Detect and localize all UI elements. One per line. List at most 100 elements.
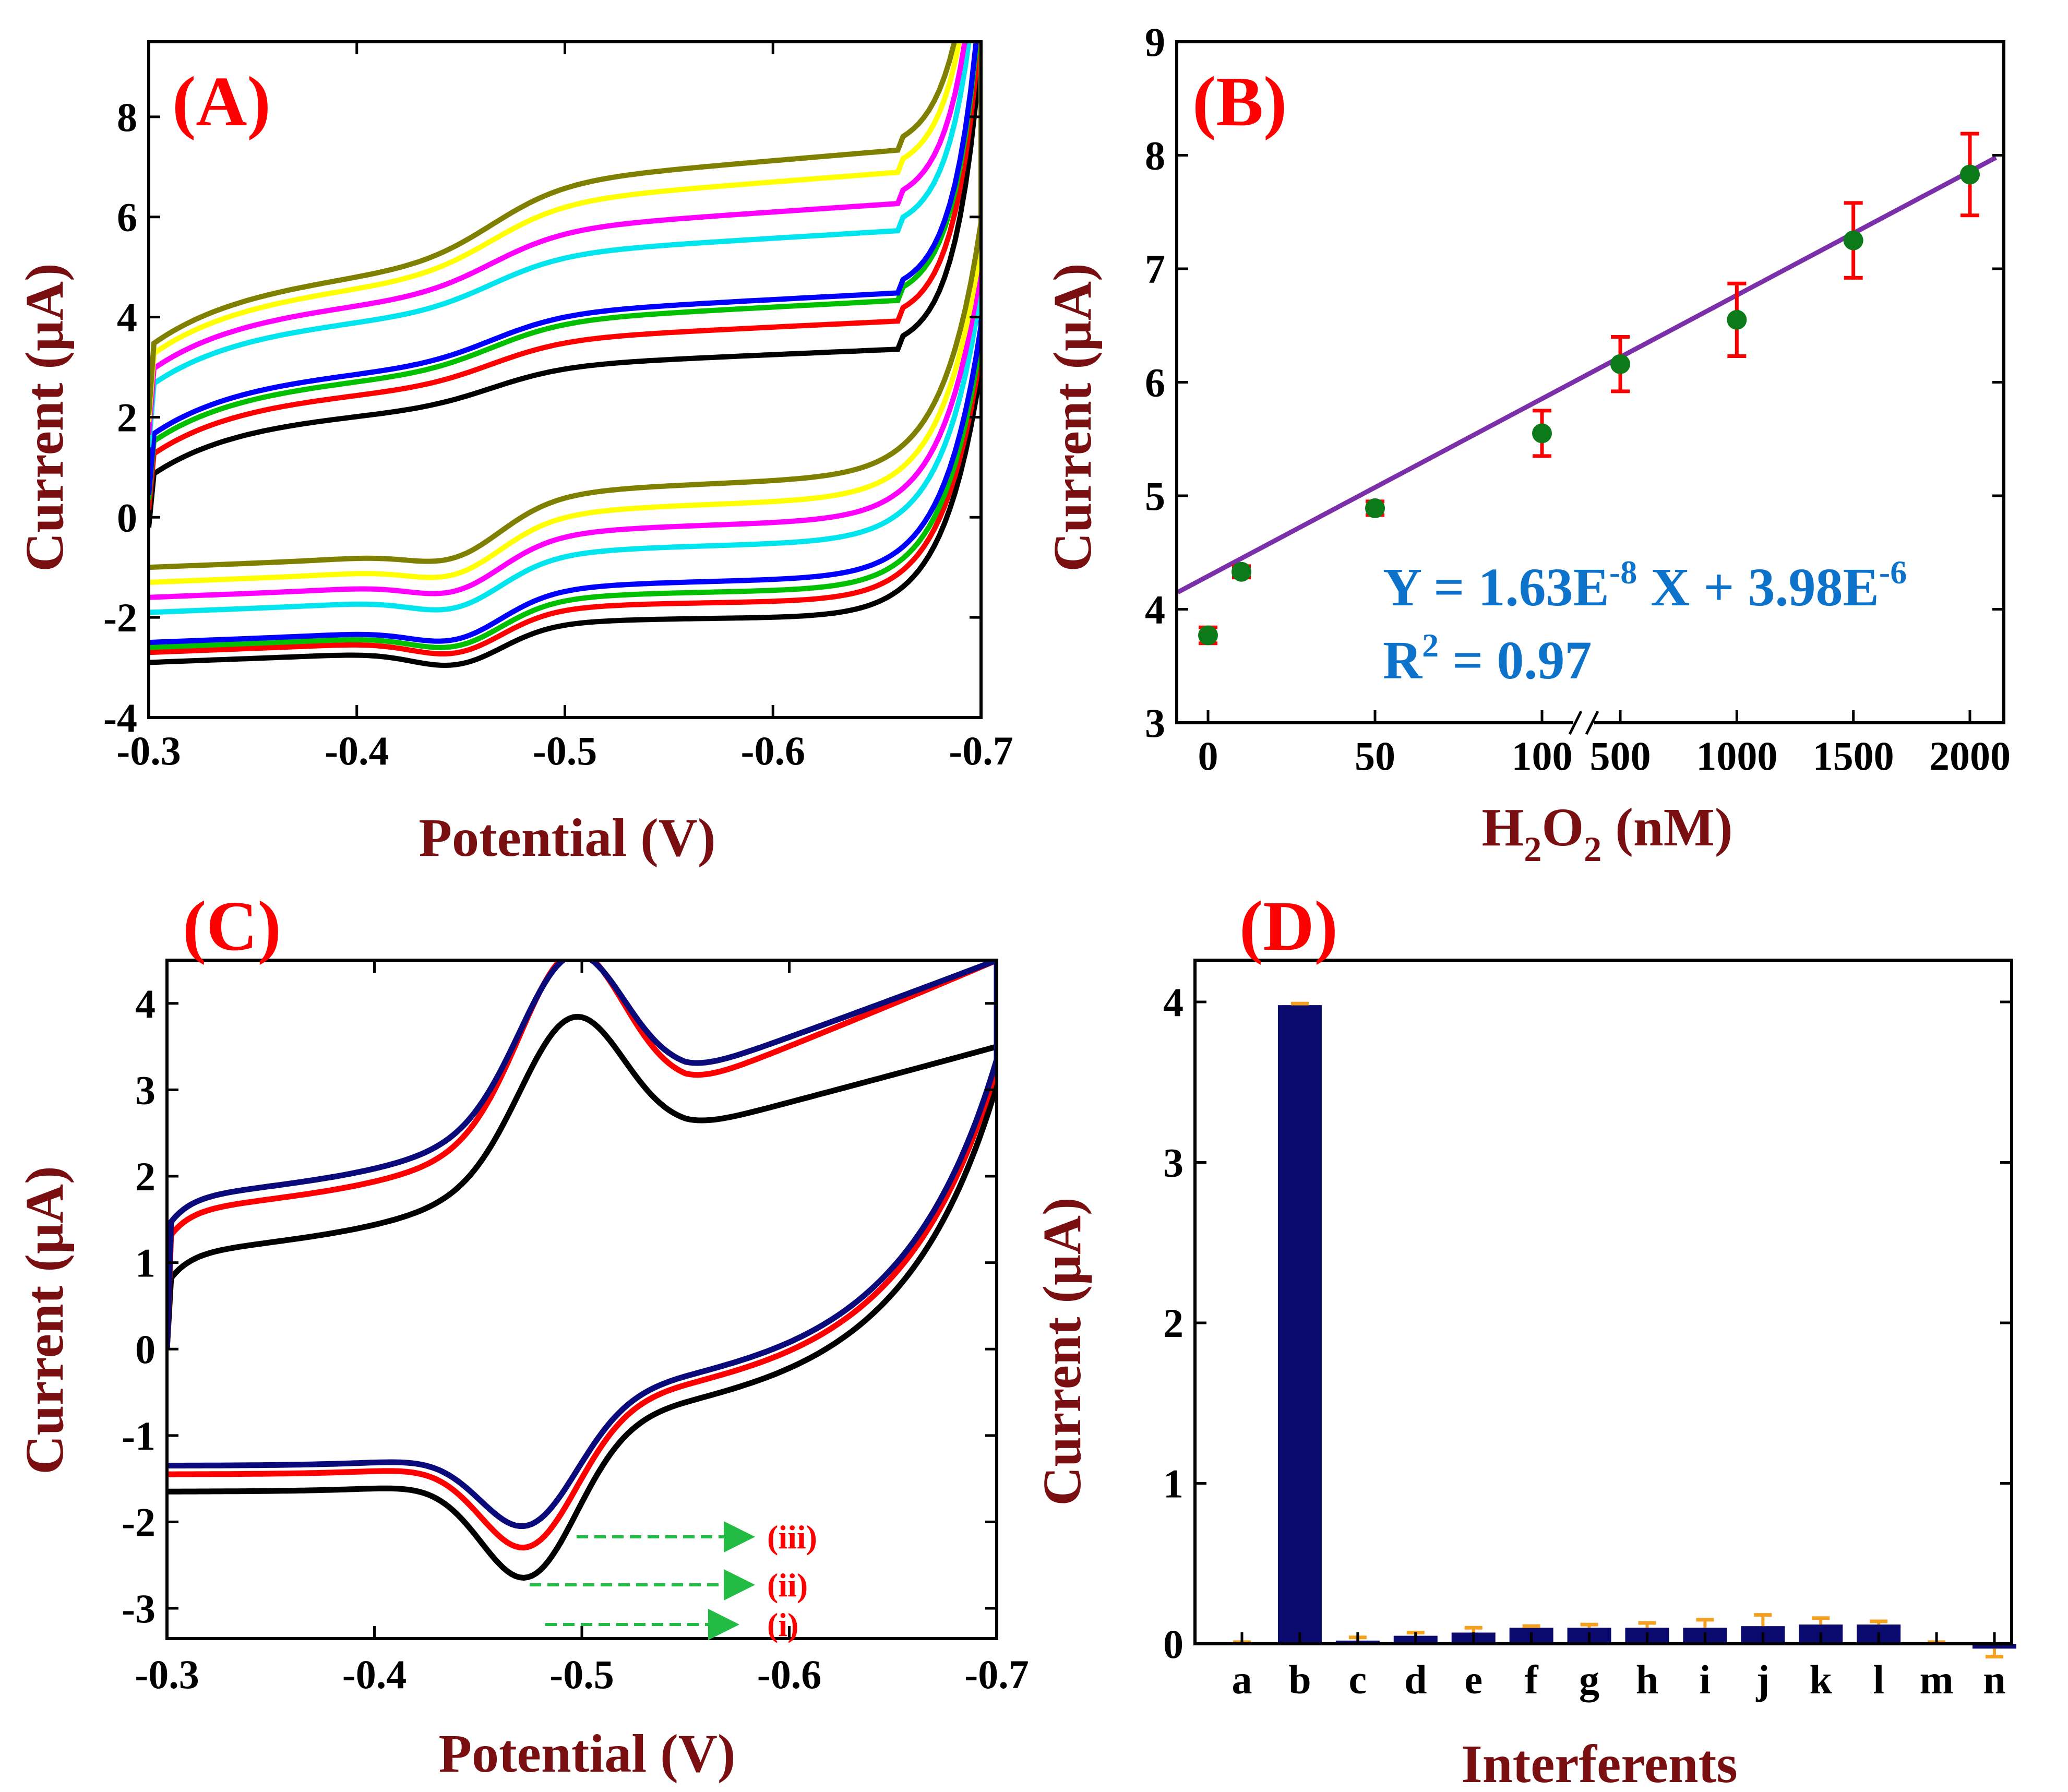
break-slash bbox=[1585, 710, 1599, 735]
plot-frame-a bbox=[147, 40, 983, 719]
x-ticks-b: 0 50 100 500 1000 1500 2000 bbox=[1198, 710, 2011, 779]
y-tick-label: 2 bbox=[1163, 1300, 1184, 1346]
xlabel-b-mid: O bbox=[1541, 797, 1584, 857]
x-axis-label-c: Potential (V) bbox=[439, 1724, 736, 1784]
x-tick-label: b bbox=[1288, 1657, 1311, 1702]
y-axis-label-d: Current (μA) bbox=[1032, 1197, 1092, 1506]
x-tick-label: h bbox=[1636, 1657, 1658, 1702]
curve-label: (iii) bbox=[767, 1519, 817, 1556]
y-tick-label: 4 bbox=[1145, 587, 1165, 632]
x-ticks-c: -0.3 -0.4 -0.5 -0.6 -0.7 bbox=[135, 960, 1029, 1697]
y-tick-label: 0 bbox=[135, 1327, 156, 1372]
equation-mid: X + 3.98E bbox=[1637, 557, 1879, 617]
x-tick-label: -0.3 bbox=[135, 1652, 199, 1697]
y-tick-label: 1 bbox=[1163, 1461, 1184, 1507]
cv-curve-c-(i) bbox=[167, 1013, 997, 1581]
fit-line-b bbox=[1176, 155, 1998, 594]
x-tick-label: -0.7 bbox=[964, 1652, 1029, 1697]
data-point bbox=[1727, 309, 1747, 330]
cv-curves-c bbox=[167, 960, 997, 1581]
x-tick-label: 500 bbox=[1590, 733, 1651, 779]
y-tick-label: 5 bbox=[1145, 473, 1165, 519]
data-point bbox=[1198, 625, 1218, 646]
y-tick-label: 1 bbox=[135, 1240, 156, 1286]
cv-curve-a-3 bbox=[149, 42, 981, 650]
curve-label: (i) bbox=[767, 1606, 798, 1643]
plot-frame-d bbox=[1193, 959, 2013, 1645]
x-tick-label: -0.4 bbox=[325, 728, 389, 773]
cv-curve-a-6 bbox=[149, 42, 981, 600]
r2-tail: = 0.97 bbox=[1439, 630, 1592, 690]
r2-exp: 2 bbox=[1422, 627, 1439, 664]
y-tick-label: -2 bbox=[103, 595, 137, 640]
x-tick-label: l bbox=[1873, 1657, 1884, 1702]
x-tick-label: e bbox=[1464, 1657, 1483, 1702]
data-point bbox=[1532, 423, 1552, 444]
y-tick-label: 3 bbox=[1163, 1140, 1184, 1186]
y-tick-label: 3 bbox=[135, 1067, 156, 1113]
x-tick-label: 0 bbox=[1198, 733, 1218, 779]
y-ticks-a: -4 -2 0 2 4 6 8 bbox=[103, 94, 981, 740]
y-tick-label: 8 bbox=[1145, 133, 1165, 178]
bar-n bbox=[1973, 1644, 2016, 1649]
x-tick-label: -0.6 bbox=[757, 1652, 821, 1697]
data-point bbox=[1960, 164, 1980, 185]
x-tick-label: -0.3 bbox=[116, 728, 181, 773]
data-point bbox=[1365, 498, 1385, 518]
x-tick-label: -0.5 bbox=[533, 728, 597, 773]
y-tick-label: 4 bbox=[117, 295, 137, 340]
x-tick-label: f bbox=[1525, 1657, 1539, 1702]
y-axis-label-a: Current (μA) bbox=[15, 263, 75, 571]
panel-a: -0.3 -0.4 -0.5 -0.6 -0.7 -4 -2 0 2 4 6 8 (A) Poten… bbox=[15, 40, 1013, 868]
xlabel-b-main: H bbox=[1481, 797, 1524, 857]
y-tick-label: -4 bbox=[103, 695, 137, 740]
cv-curve-a-7 bbox=[149, 42, 981, 585]
cv-curve-a-1 bbox=[149, 45, 981, 668]
y-tick-label: 6 bbox=[1145, 360, 1165, 405]
cv-curve-a-8 bbox=[149, 42, 981, 570]
y-tick-label: 3 bbox=[1145, 700, 1165, 746]
cv-curve-c-(iii) bbox=[167, 960, 997, 1529]
y-tick-label: 6 bbox=[117, 195, 137, 240]
x-tick-label: a bbox=[1232, 1657, 1252, 1702]
x-tick-label: d bbox=[1404, 1657, 1427, 1702]
x-tick-label: 50 bbox=[1355, 733, 1395, 779]
y-tick-label: 9 bbox=[1145, 19, 1165, 65]
x-tick-label: 1000 bbox=[1696, 733, 1777, 779]
cv-curves-a bbox=[149, 42, 981, 668]
y-tick-label: 0 bbox=[1163, 1621, 1184, 1667]
y-tick-label: 2 bbox=[117, 395, 137, 440]
panel-label-c: (C) bbox=[183, 887, 281, 965]
y-ticks-d: 0 1 2 3 4 bbox=[1163, 979, 2012, 1667]
cv-curve-a-2 bbox=[149, 42, 981, 656]
y-axis-label-b: Current (μA) bbox=[1043, 263, 1103, 571]
x-tick-label: 100 bbox=[1512, 733, 1573, 779]
bars-d bbox=[1233, 1001, 2016, 1659]
y-ticks-c: -3 -2 -1 0 1 2 3 4 bbox=[122, 981, 997, 1631]
bar-b bbox=[1277, 1005, 1322, 1644]
cv-curve-c-(ii) bbox=[167, 960, 997, 1551]
y-tick-label: 4 bbox=[135, 981, 156, 1026]
panel-label-b: (B) bbox=[1192, 63, 1287, 141]
y-ticks-b: 3 4 5 6 7 8 9 bbox=[1145, 19, 2004, 746]
x-axis-label-b: H2O2 (nM) bbox=[1481, 797, 1732, 869]
panel-label-a: (A) bbox=[172, 63, 271, 141]
y-tick-label: 8 bbox=[117, 94, 137, 140]
y-tick-label: -2 bbox=[122, 1499, 156, 1545]
x-tick-label: -0.6 bbox=[741, 728, 805, 773]
equation-main: Y = 1.63E bbox=[1383, 557, 1609, 617]
data-points-b bbox=[1198, 132, 1980, 646]
x-ticks-a: -0.3 -0.4 -0.5 -0.6 -0.7 bbox=[116, 42, 1013, 773]
y-tick-label: 4 bbox=[1163, 979, 1184, 1025]
x-tick-label: -0.7 bbox=[949, 728, 1013, 773]
y-tick-label: 2 bbox=[135, 1154, 156, 1199]
axis-break-b bbox=[1568, 710, 1599, 735]
x-tick-label: g bbox=[1579, 1657, 1599, 1702]
cv-curve-a-5 bbox=[149, 42, 981, 615]
break-slash bbox=[1568, 710, 1583, 735]
x-tick-label: m bbox=[1920, 1657, 1954, 1702]
